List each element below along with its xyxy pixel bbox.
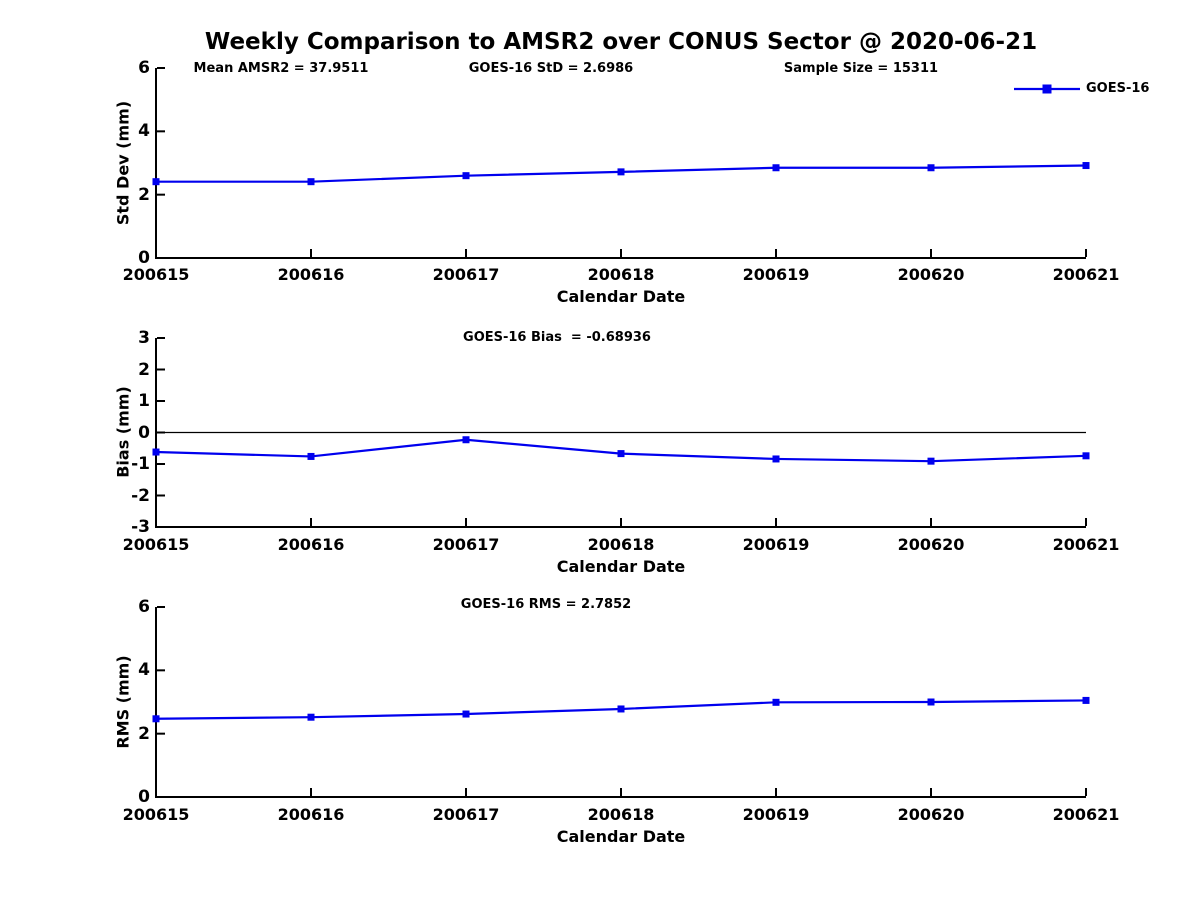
- y-tick-label: 2: [138, 184, 150, 205]
- x-tick-label: 200616: [277, 805, 345, 824]
- data-marker: [152, 178, 160, 186]
- annotation-sample-size: Sample Size = 15311: [783, 61, 939, 76]
- x-tick-label: 200620: [897, 805, 965, 824]
- plot-panel-std-dev: [152, 67, 1090, 259]
- data-marker: [462, 710, 470, 718]
- y-tick-label: 4: [138, 121, 150, 142]
- data-marker: [307, 713, 315, 721]
- data-marker: [152, 715, 160, 723]
- x-tick-label: 200619: [742, 535, 810, 554]
- data-marker: [462, 436, 470, 444]
- y-tick-label: 3: [138, 328, 150, 348]
- x-tick-label: 200621: [1052, 805, 1120, 824]
- axis-spines: [155, 607, 1086, 798]
- data-marker: [617, 450, 625, 458]
- x-tick-label: 200615: [122, 805, 190, 824]
- x-axis-label-1: Calendar Date: [556, 287, 686, 306]
- axis-spines: [155, 338, 1086, 528]
- y-tick-label: 6: [138, 597, 150, 617]
- x-tick-label: 200618: [587, 265, 655, 284]
- y-tick-label: 4: [138, 660, 150, 681]
- data-marker: [772, 698, 780, 706]
- plot-panel-bias: [152, 337, 1090, 528]
- axis-spines: [155, 68, 1086, 259]
- x-tick-label: 200616: [277, 265, 345, 284]
- x-tick-label: 200619: [742, 265, 810, 284]
- data-marker: [307, 178, 315, 186]
- x-tick-label: 200615: [122, 535, 190, 554]
- x-tick-label: 200617: [432, 535, 500, 554]
- y-tick-label: -3: [131, 517, 150, 537]
- x-tick-label: 200617: [432, 805, 500, 824]
- data-marker: [772, 164, 780, 172]
- data-marker: [772, 455, 780, 463]
- data-marker: [1082, 696, 1090, 704]
- legend-label: GOES-16: [1086, 81, 1150, 96]
- data-marker: [927, 698, 935, 706]
- x-tick-label: 200618: [587, 535, 655, 554]
- annotation-goes16-bias: GOES-16 Bias = -0.68936: [463, 330, 651, 345]
- x-tick-label: 200621: [1052, 265, 1120, 284]
- x-axis-label-2: Calendar Date: [556, 557, 686, 576]
- data-marker: [927, 457, 935, 465]
- data-marker: [152, 448, 160, 456]
- annotation-mean-amsr2: Mean AMSR2 = 37.9511: [193, 61, 369, 76]
- x-tick-label: 200620: [897, 535, 965, 554]
- annotation-goes16-std: GOES-16 StD = 2.6986: [468, 61, 634, 76]
- x-tick-label: 200616: [277, 535, 345, 554]
- legend-marker-icon: [1042, 84, 1052, 94]
- y-tick-label: 1: [138, 391, 150, 411]
- plot-panel-rms: [152, 606, 1090, 798]
- x-axis-label-3: Calendar Date: [556, 827, 686, 846]
- y-tick-label: 2: [138, 359, 150, 380]
- data-marker: [927, 164, 935, 172]
- data-marker: [1082, 452, 1090, 460]
- data-marker: [1082, 162, 1090, 170]
- y-tick-label: -2: [131, 485, 150, 506]
- data-marker: [462, 172, 470, 180]
- y-tick-label: 0: [138, 248, 150, 268]
- x-tick-label: 200619: [742, 805, 810, 824]
- figure-title: Weekly Comparison to AMSR2 over CONUS Se…: [204, 29, 1038, 55]
- x-tick-label: 200621: [1052, 535, 1120, 554]
- x-tick-label: 200615: [122, 265, 190, 284]
- x-tick-label: 200620: [897, 265, 965, 284]
- y-tick-label: 0: [138, 787, 150, 807]
- y-tick-label: 6: [138, 58, 150, 78]
- data-marker: [617, 168, 625, 176]
- y-tick-label: 0: [138, 422, 150, 443]
- x-tick-label: 200618: [587, 805, 655, 824]
- x-tick-label: 200617: [432, 265, 500, 284]
- data-marker: [307, 452, 315, 460]
- legend: [1014, 84, 1080, 94]
- y-tick-label: -1: [131, 454, 150, 474]
- data-marker: [617, 705, 625, 713]
- annotation-goes16-rms: GOES-16 RMS = 2.7852: [460, 597, 632, 612]
- y-tick-label: 2: [138, 723, 150, 744]
